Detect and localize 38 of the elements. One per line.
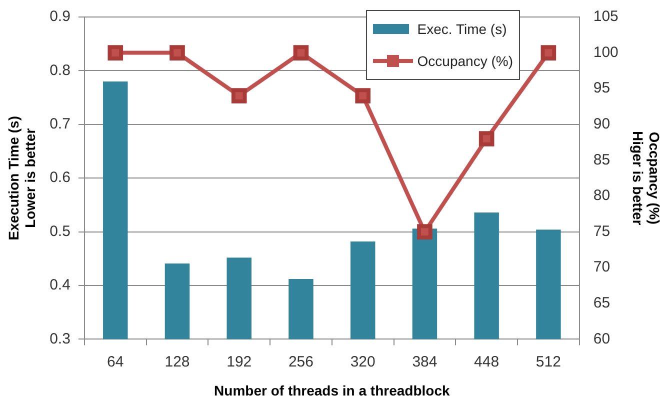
x-tick-label: 128 <box>164 353 190 370</box>
y2-tick-label: 85 <box>593 151 610 168</box>
y2-tick-label: 80 <box>593 187 610 204</box>
y-tick-label: 0.7 <box>50 116 70 133</box>
legend-label: Occupancy (%) <box>417 53 513 69</box>
x-axis-title: Number of threads in a threadblock <box>214 382 450 398</box>
point <box>108 45 124 60</box>
point <box>355 88 370 104</box>
y2-tick-label: 95 <box>593 80 610 97</box>
point <box>478 131 494 146</box>
y2-tick-label: 105 <box>593 8 618 26</box>
y-tick-label: 0.8 <box>50 62 70 79</box>
y2-tick-label: 90 <box>593 116 610 133</box>
point <box>293 45 309 60</box>
y2-tick-label: 75 <box>593 222 610 240</box>
x-tick-label: 256 <box>288 353 314 370</box>
y2-tick-label: 100 <box>593 44 618 61</box>
y2-tick-label: 60 <box>593 330 610 348</box>
y2-tick-label: 65 <box>593 294 610 312</box>
x-tick-label: 320 <box>350 353 376 370</box>
y-tick-label: 0.9 <box>50 8 70 26</box>
y-tick-label: 0.4 <box>50 276 70 294</box>
x-tick-label: 512 <box>536 353 561 370</box>
x-tick-label: 64 <box>107 353 124 370</box>
y2-tick-label: 70 <box>593 258 610 276</box>
y-tick-label: 0.5 <box>50 222 70 240</box>
point <box>231 88 247 104</box>
y-tick-label: 0.3 <box>50 330 70 348</box>
point <box>417 224 432 240</box>
x-tick-label: 192 <box>226 353 252 370</box>
legend-label: Exec. Time (s) <box>417 21 507 37</box>
point <box>170 45 185 60</box>
point <box>540 45 556 60</box>
y-axis-title: Execution Time (s) Lower is better <box>5 116 38 240</box>
x-tick-label: 384 <box>412 353 438 370</box>
x-tick-label: 448 <box>474 353 500 370</box>
y-tick-label: 0.6 <box>50 169 70 186</box>
y2-axis-title: Occpancy (%) Higer is better <box>630 131 663 226</box>
